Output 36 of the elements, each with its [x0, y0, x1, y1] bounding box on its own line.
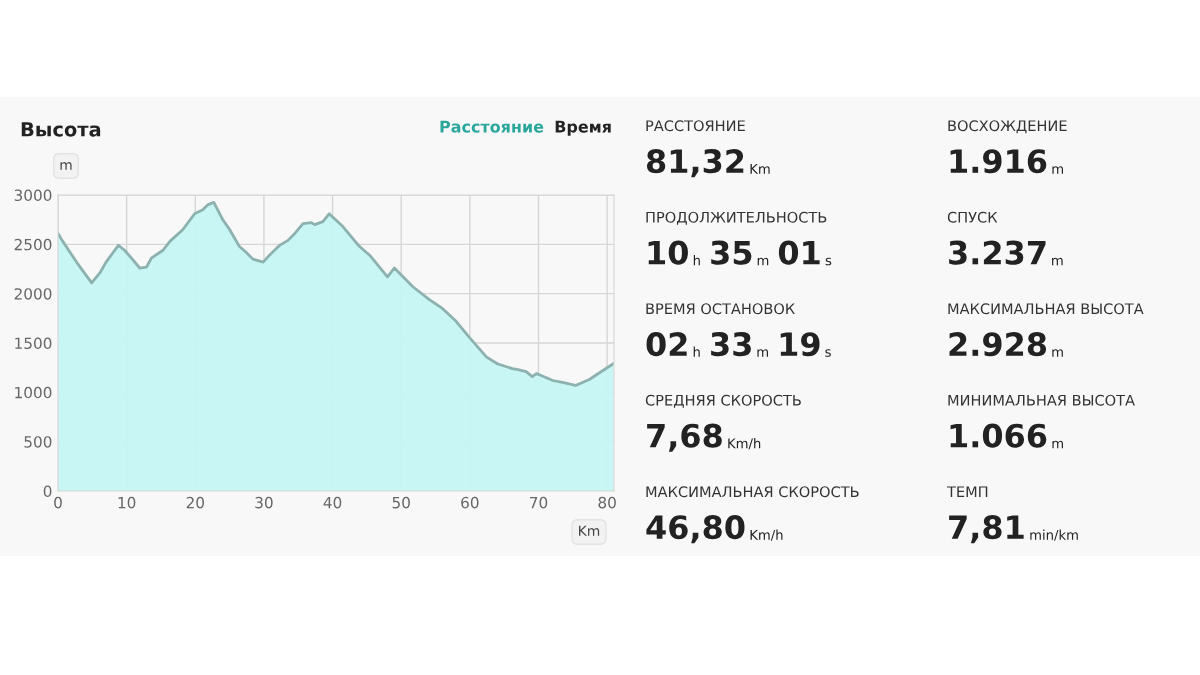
text: РАССТОЯНИЕ — [646, 120, 745, 132]
x-tick-label: 80 — [598, 496, 616, 509]
x-tick-label: 0 — [54, 496, 62, 509]
x-axis-title: Km — [579, 525, 600, 536]
text: 7,68 Km/h — [647, 423, 761, 452]
text: 81,32 Km — [646, 149, 770, 178]
y-tick-label: 1000 — [15, 386, 52, 399]
x-tick-label: 70 — [530, 496, 548, 509]
y-tick-label: 3000 — [14, 189, 52, 202]
chart-title: Высота — [21, 122, 101, 137]
y-axis-title: m — [60, 162, 72, 170]
text: 46,80 Km/h — [646, 515, 783, 544]
text: МАКСИМАЛЬНАЯ ВЫСОТА — [948, 303, 1144, 315]
y-tick-label: 500 — [24, 436, 52, 448]
y-tick-label: 1500 — [15, 337, 52, 350]
text: Расстояние — [440, 120, 544, 133]
text: СПУСК — [947, 211, 998, 223]
text: 3.237 m — [949, 240, 1063, 266]
y-tick-label: 0 — [43, 485, 52, 498]
x-tick-label: 20 — [186, 496, 204, 509]
x-tick-label: 50 — [392, 496, 410, 509]
text: ТЕМП — [946, 486, 988, 498]
x-tick-label: 30 — [255, 496, 273, 509]
text: ПРОДОЛЖИТЕЛЬНОСТЬ — [646, 211, 827, 225]
x-tick-label: 60 — [461, 496, 479, 509]
x-tick-label: 40 — [323, 496, 342, 509]
y-tick-label: 2500 — [14, 238, 52, 251]
text: Время — [555, 120, 611, 136]
y-tick-label: 2000 — [14, 288, 52, 300]
text: 7,81 min/km — [949, 515, 1078, 544]
text: СРЕДНЯЯ СКОРОСТЬ — [645, 394, 801, 408]
text: МАКСИМАЛЬНАЯ СКОРОСТЬ — [646, 486, 859, 498]
x-tick-label: 10 — [118, 496, 136, 509]
text: ВРЕМЯ ОСТАНОВОК — [646, 303, 795, 315]
text: ВОСХОЖДЕНИЕ — [948, 120, 1067, 134]
text: МИНИМАЛЬНАЯ ВЫСОТА — [948, 394, 1135, 406]
